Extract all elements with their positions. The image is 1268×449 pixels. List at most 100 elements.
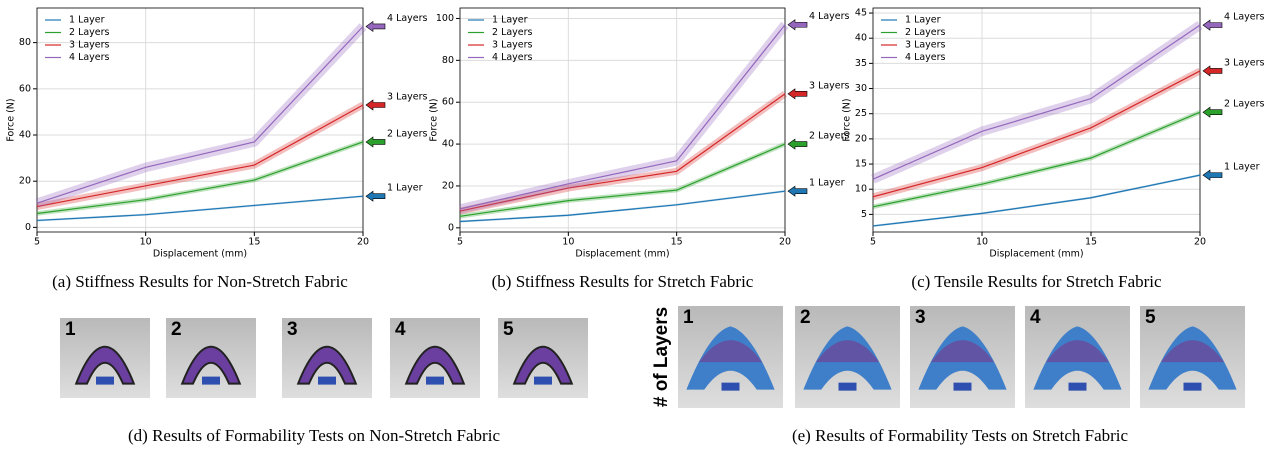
x-tick-label: 10 [562,237,574,248]
legend-label: 4 Layers [905,52,946,63]
caption: (d) Results of Formability Tests on Non-… [128,426,500,445]
y-tick-label: 25 [855,108,867,119]
annotation-label: 4 Layers [809,11,850,22]
y-tick-label: 100 [436,13,454,24]
y-tick-label: 5 [861,209,867,220]
block [1184,383,1202,391]
y-tick-label: 40 [442,139,454,150]
photo-label: 2 [171,319,182,340]
block [318,377,336,385]
block [1069,383,1087,391]
x-tick-label: 20 [357,237,369,248]
legend-label: 2 Layers [69,27,110,38]
legend-label: 1 Layer [69,15,105,26]
y-tick-label: 45 [855,8,867,19]
photo-label: 3 [287,319,298,340]
photo-label: 4 [1030,307,1041,328]
y-tick-label: 20 [855,133,867,144]
photo-label: 2 [800,307,811,328]
x-tick-label: 15 [671,237,683,248]
block [534,377,552,385]
annotation-arrow [366,21,385,31]
page: 0204060805101520Displacement (mm)Force (… [0,0,1268,449]
x-tick-label: 10 [976,237,988,248]
x-tick-label: 20 [1194,237,1206,248]
photo-label: 1 [683,307,694,328]
y-tick-label: 20 [19,176,31,187]
y-axis-label: Force (N) [842,98,853,141]
photo-label: 5 [1145,307,1156,328]
y-tick-label: 0 [25,222,31,233]
annotation-arrow [1203,20,1222,30]
legend-label: 1 Layer [492,15,528,26]
x-tick-label: 15 [248,237,260,248]
y-tick-label: 30 [855,83,867,94]
x-tick-label: 15 [1085,237,1097,248]
annotation-arrow [788,139,807,149]
caption: (b) Stiffness Results for Stretch Fabric [492,272,754,291]
photo-label: 5 [503,319,514,340]
x-tick-label: 5 [870,237,876,248]
caption: (e) Results of Formability Tests on Stre… [792,426,1129,445]
annotation-arrow [1203,107,1222,117]
photo-label: 4 [395,319,406,340]
annotation-label: 1 Layer [1224,162,1260,173]
y-tick-label: 20 [442,180,454,191]
y-tick-label: 35 [855,58,867,69]
block [839,383,857,391]
block [722,383,740,391]
y-tick-label: 80 [442,55,454,66]
caption: (c) Tensile Results for Stretch Fabric [911,272,1162,291]
legend-label: 3 Layers [905,40,946,51]
annotation-label: 2 Layers [1224,99,1265,110]
annotation-arrow [788,186,807,196]
y-tick-label: 80 [19,37,31,48]
block [202,377,220,385]
block [96,377,114,385]
y-tick-label: 60 [19,83,31,94]
y-tick-label: 40 [855,33,867,44]
legend-label: 3 Layers [69,40,110,51]
annotation-label: 3 Layers [1224,57,1265,68]
x-tick-label: 10 [140,237,152,248]
photo-label: 1 [65,319,76,340]
annotation-label: 1 Layer [809,178,845,189]
row-axis-label: # of Layers [651,307,672,407]
figure: 0204060805101520Displacement (mm)Force (… [0,0,1268,449]
legend-label: 2 Layers [492,27,533,38]
block [954,383,972,391]
annotation-label: 2 Layers [387,128,428,139]
annotation-label: 4 Layers [387,13,428,24]
caption: (a) Stiffness Results for Non-Stretch Fa… [52,272,348,291]
y-axis-label: Force (N) [429,98,440,141]
annotation-arrow [1203,170,1222,180]
annotation-label: 3 Layers [387,91,428,102]
block [426,377,444,385]
legend-label: 3 Layers [492,40,533,51]
annotation-arrow [788,20,807,30]
y-axis-label: Force (N) [6,98,17,141]
legend-label: 1 Layer [905,15,941,26]
annotation-label: 3 Layers [809,80,850,91]
annotation-label: 4 Layers [1224,12,1265,23]
photo-label: 3 [915,307,926,328]
y-tick-label: 15 [855,159,867,170]
annotation-arrow [788,89,807,99]
y-tick-label: 60 [442,97,454,108]
legend-label: 2 Layers [905,27,946,38]
x-tick-label: 5 [457,237,463,248]
annotation-arrow [366,137,385,147]
x-tick-label: 5 [34,237,40,248]
annotation-arrow [1203,66,1222,76]
y-tick-label: 40 [19,130,31,141]
y-tick-label: 10 [855,184,867,195]
legend-label: 4 Layers [492,52,533,63]
annotation-arrow [366,100,385,110]
y-tick-label: 0 [448,222,454,233]
legend-label: 4 Layers [69,52,110,63]
x-tick-label: 20 [779,237,791,248]
annotation-arrow [366,191,385,201]
x-axis-label: Displacement (mm) [153,249,247,260]
x-axis-label: Displacement (mm) [989,249,1083,260]
annotation-label: 1 Layer [387,183,423,194]
